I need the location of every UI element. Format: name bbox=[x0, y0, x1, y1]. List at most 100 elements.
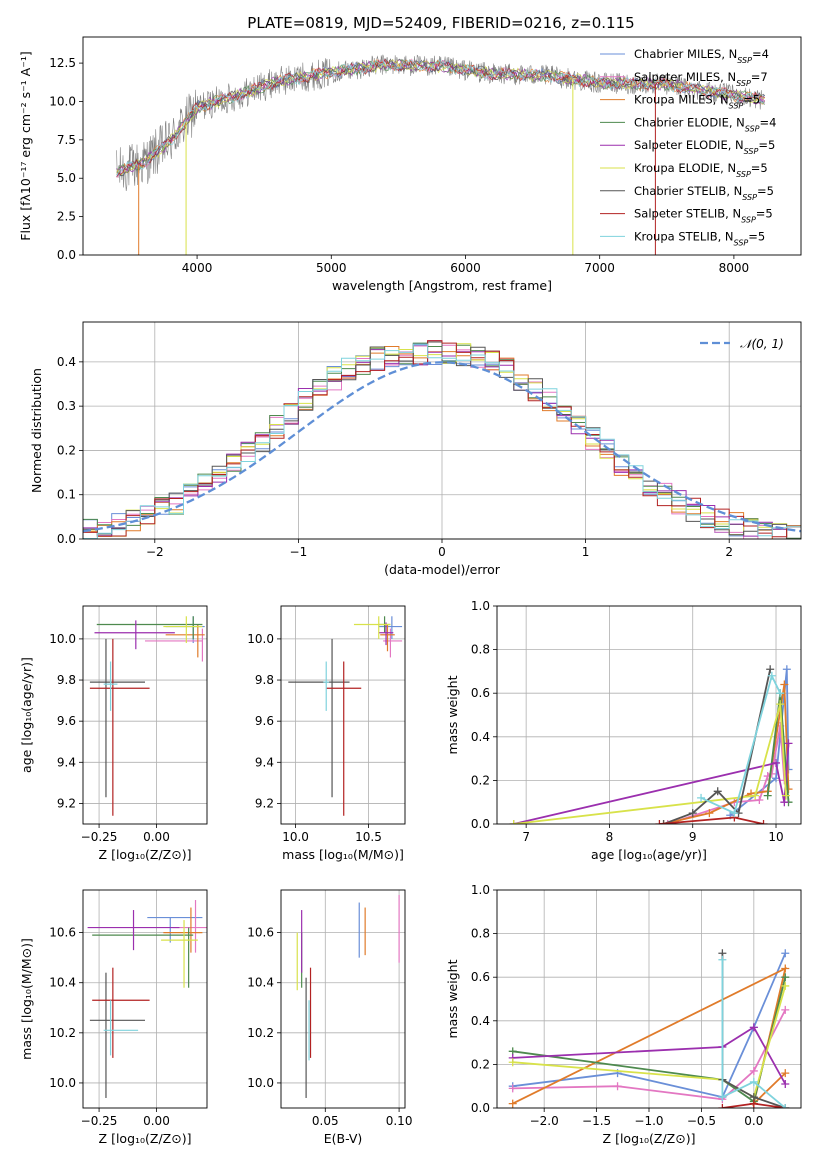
axes-frame bbox=[82, 889, 208, 1109]
plot-age_vs_mass bbox=[288, 616, 403, 816]
y-tick-label: 2.5 bbox=[57, 210, 76, 224]
y-tick-label: 0.1 bbox=[57, 488, 76, 502]
weight-marker bbox=[780, 798, 789, 807]
y-tick-label: 9.2 bbox=[57, 796, 76, 810]
x-tick-label: 10.0 bbox=[282, 830, 309, 844]
y-tick-label: 0.8 bbox=[471, 927, 490, 941]
x-tick-label: 4000 bbox=[182, 261, 213, 275]
y-tick-label: 0.4 bbox=[471, 730, 490, 744]
errorbar-point bbox=[353, 616, 391, 639]
errorbar-point bbox=[165, 624, 205, 658]
errorbar-point bbox=[94, 620, 175, 650]
axes-mass_vs_EBV: 0.05 0.10 10.0 10.2 10.4 10.6 E(B-V) bbox=[247, 889, 413, 1146]
y-tick-label: 10.0 bbox=[49, 94, 76, 108]
y-tick-label: 9.8 bbox=[255, 673, 274, 687]
x-tick-label: 6000 bbox=[450, 261, 481, 275]
legend-label: Kroupa MILES, NSSP=5 bbox=[634, 93, 760, 111]
legend-label: Salpeter ELODIE, NSSP=5 bbox=[634, 138, 775, 156]
legend-label: Kroupa STELIB, NSSP=5 bbox=[634, 229, 765, 247]
legend-label: Salpeter STELIB, NSSP=5 bbox=[634, 207, 773, 225]
weight-marker bbox=[782, 665, 791, 674]
y-tick-label: 9.6 bbox=[57, 714, 76, 728]
weight-marker bbox=[781, 1080, 790, 1089]
weight-marker bbox=[759, 820, 768, 824]
weight-marker bbox=[718, 1093, 727, 1102]
weight-marker bbox=[730, 809, 739, 818]
x-tick-label: 9 bbox=[689, 830, 697, 844]
x-tick-label: −1.0 bbox=[634, 1114, 663, 1128]
errorbar-point bbox=[89, 638, 150, 816]
weight-marker bbox=[766, 665, 775, 674]
x-axis-label: E(B-V) bbox=[324, 1131, 363, 1146]
x-tick-label: 0.00 bbox=[143, 1114, 170, 1128]
weight-marker bbox=[763, 791, 772, 800]
y-tick-label: 1.0 bbox=[471, 599, 490, 613]
x-axis-label: Z [log₁₀(Z/Z⊙)] bbox=[99, 1131, 192, 1146]
normal-distribution-line bbox=[83, 361, 801, 533]
y-tick-label: 0.2 bbox=[471, 773, 490, 787]
axes-frame bbox=[280, 889, 406, 1109]
y-tick-label: 0.4 bbox=[57, 355, 76, 369]
weight-marker bbox=[781, 949, 790, 958]
y-tick-label: 0.3 bbox=[57, 399, 76, 413]
weight-marker bbox=[784, 739, 793, 748]
plot-age_vs_Z bbox=[89, 616, 205, 816]
x-tick-label: 8 bbox=[606, 830, 614, 844]
weight-marker bbox=[767, 671, 776, 680]
x-axis-label: Z [log₁₀(Z/Z⊙)] bbox=[603, 1131, 696, 1146]
weight-marker bbox=[772, 758, 781, 767]
weight-marker bbox=[751, 791, 760, 800]
y-tick-label: 0.6 bbox=[471, 686, 490, 700]
axes-frame bbox=[280, 605, 406, 825]
weight-marker bbox=[713, 787, 722, 796]
y-tick-label: 10.0 bbox=[49, 1076, 76, 1090]
axes-age_vs_mass: 10.0 10.5 9.2 9.4 9.6 9.8 10.0 mass [log₁₀(M/M⊙… bbox=[247, 605, 406, 862]
model-line-kroupa-stelib bbox=[116, 58, 766, 176]
x-tick-label: −1 bbox=[290, 545, 308, 559]
weight-marker bbox=[755, 796, 764, 805]
weight-line-kroupa-stelib bbox=[721, 959, 786, 1108]
weight-marker bbox=[613, 1082, 622, 1091]
y-tick-label: 0.6 bbox=[471, 970, 490, 984]
plot-residuals bbox=[83, 340, 801, 539]
y-tick-label: 0.0 bbox=[57, 248, 76, 262]
y-axis-label: mass weight bbox=[445, 959, 460, 1038]
x-tick-label: 10 bbox=[768, 830, 783, 844]
x-tick-label: 0.10 bbox=[386, 1114, 413, 1128]
errorbar-point bbox=[378, 622, 394, 646]
plot-area: 4000 5000 6000 7000 80000.02.55.07.510.012.5… bbox=[18, 36, 802, 1146]
weight-marker bbox=[509, 820, 518, 824]
x-tick-label: 5000 bbox=[316, 261, 347, 275]
legend-label: Chabrier MILES, NSSP=4 bbox=[634, 47, 769, 65]
x-axis-label: mass [log₁₀(M/M⊙)] bbox=[282, 847, 404, 862]
x-tick-label: 0.0 bbox=[744, 1114, 763, 1128]
weight-line-salpeter-elodie bbox=[513, 743, 790, 824]
plot-spectrum bbox=[116, 54, 766, 255]
y-tick-label: 9.4 bbox=[57, 755, 76, 769]
weight-marker bbox=[767, 769, 776, 778]
errorbar-point bbox=[288, 638, 350, 798]
y-tick-label: 0.8 bbox=[471, 643, 490, 657]
weight-marker bbox=[508, 1084, 517, 1093]
legend-label: Kroupa ELODIE, NSSP=5 bbox=[634, 161, 768, 179]
weight-marker bbox=[749, 1077, 758, 1086]
errorbar-point bbox=[163, 907, 203, 953]
y-tick-label: 0.0 bbox=[471, 1101, 490, 1115]
axes-frame bbox=[82, 605, 208, 825]
errorbar-point bbox=[89, 638, 145, 798]
y-axis-label: mass [log₁₀(M/M⊙)] bbox=[19, 938, 34, 1060]
y-tick-label: 0.2 bbox=[57, 443, 76, 457]
errorbar-point bbox=[147, 916, 203, 943]
weight-marker bbox=[508, 1058, 517, 1067]
spectrum-data-line bbox=[116, 54, 765, 192]
x-tick-label: 7 bbox=[522, 830, 530, 844]
weight-marker bbox=[655, 820, 664, 824]
weight-line-kroupa-miles bbox=[663, 684, 790, 824]
y-axis-label: mass weight bbox=[445, 675, 460, 754]
errorbar-point bbox=[323, 661, 330, 711]
errorbar-point bbox=[163, 616, 203, 644]
y-tick-label: 0.0 bbox=[57, 532, 76, 546]
errorbar-point bbox=[326, 661, 362, 816]
legend-label: Chabrier ELODIE, NSSP=4 bbox=[634, 115, 776, 132]
